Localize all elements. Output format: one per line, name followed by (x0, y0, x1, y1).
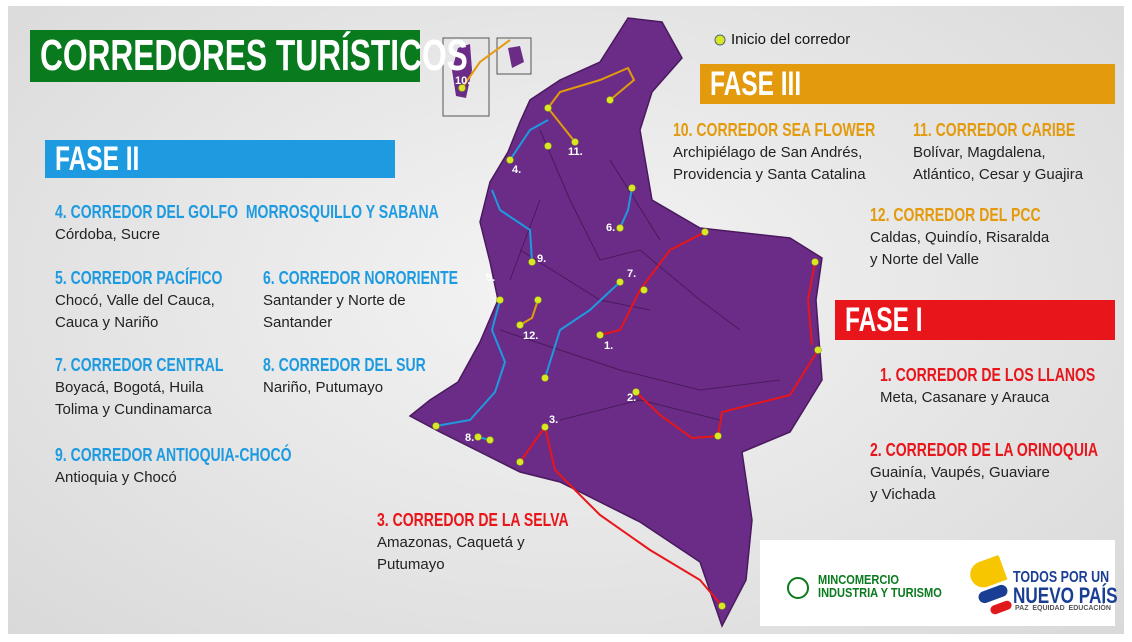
map-label: 6. (606, 222, 616, 234)
title-box (30, 30, 420, 82)
ministry-text: INDUSTRIA Y TURISMO (818, 585, 942, 600)
corridor-name: 1. CORREDOR DE LOS LLANOS (880, 365, 1096, 385)
corridor-name: 4. CORREDOR DEL GOLFO MORROSQUILLO Y SAB… (55, 202, 439, 222)
corridor-regions: Boyacá, Bogotá, Huila (55, 379, 204, 396)
corridor-name: 3. CORREDOR DE LA SELVA (377, 510, 569, 530)
phase-bar (700, 64, 1115, 104)
corridor-name: 11. CORREDOR CARIBE (913, 120, 1076, 140)
corridor-regions: Putumayo (377, 556, 445, 573)
map (408, 17, 823, 628)
route (461, 39, 511, 89)
route (491, 119, 549, 263)
island-box (496, 37, 532, 75)
map-label: 12. (523, 330, 539, 342)
map-label: 1. (604, 340, 614, 352)
map-label: 9. (537, 253, 547, 265)
corridor-name: 7. CORREDOR CENTRAL (55, 355, 224, 375)
corridor-name: 8. CORREDOR DEL SUR (263, 355, 426, 375)
infographic: CORREDORES TURÍSTICOS Inicio del corredor… (8, 6, 1124, 634)
country (408, 17, 823, 628)
phase-label: FASE II (55, 140, 140, 178)
slogan-text: NUEVO PAÍS (1013, 583, 1118, 608)
corridor-regions: Cauca y Nariño (55, 314, 159, 331)
map-label: 4. (512, 164, 522, 176)
corridor-regions: Tolima y Cundinamarca (55, 401, 212, 418)
corridor-name: 2. CORREDOR DE LA ORINOQUIA (870, 440, 1099, 460)
phase-bar (45, 140, 395, 178)
corridor-regions: Meta, Casanare y Arauca (880, 389, 1050, 406)
corridor-regions: Chocó, Valle del Cauca, (55, 292, 215, 309)
route (547, 66, 636, 143)
corridor-name: 12. CORREDOR DEL PCC (870, 205, 1041, 225)
map-label: 2. (627, 392, 637, 404)
corridor-regions: Santander (263, 314, 333, 331)
corridor-regions: Santander y Norte de (263, 292, 406, 309)
phase-label: FASE III (710, 65, 802, 103)
corridor-regions: Providencia y Santa Catalina (673, 166, 866, 183)
corridor-regions: Bolívar, Magdalena, (913, 144, 1046, 161)
map-label: 11. (568, 146, 583, 158)
map-label: 5. (486, 272, 496, 284)
motto-text: PAZ EQUIDAD EDUCACIÓN (1015, 605, 1111, 612)
island (508, 46, 524, 68)
island (452, 44, 472, 98)
phase-bar (835, 300, 1115, 340)
corridor-regions: Caldas, Quindío, Risaralda (870, 229, 1050, 246)
corridor-regions: Antioquia y Chocó (55, 469, 177, 486)
corridor-name: 5. CORREDOR PACÍFICO (55, 268, 223, 288)
logo-seal (787, 577, 809, 599)
route (519, 231, 819, 607)
route (619, 187, 633, 229)
corridor-regions: Córdoba, Sucre (55, 226, 161, 243)
legend-marker (714, 34, 726, 46)
corridor-regions: y Vichada (870, 486, 936, 503)
island-box (442, 37, 490, 117)
phase-label: FASE I (845, 301, 923, 339)
corridor-regions: Nariño, Putumayo (263, 379, 384, 396)
corridor-regions: Atlántico, Cesar y Guajira (913, 166, 1084, 183)
legend-label: Inicio del corredor (731, 31, 851, 48)
corridor-name: 10. CORREDOR SEA FLOWER (673, 120, 876, 140)
map-label: 10. (455, 75, 471, 87)
corridor-regions: Guainía, Vaupés, Guaviare (870, 464, 1050, 481)
map-label: 8. (465, 432, 475, 444)
ministry-text: MINCOMERCIO (818, 572, 900, 587)
start-points (432, 84, 822, 610)
corridor-regions: y Norte del Valle (870, 251, 979, 268)
logo-panel (760, 540, 1115, 626)
map-label: 3. (549, 414, 559, 426)
corridor-regions: Amazonas, Caquetá y (377, 534, 525, 551)
route (435, 281, 621, 427)
title: CORREDORES TURÍSTICOS (40, 31, 468, 80)
map-label: 7. (627, 268, 637, 280)
corridor-name: 6. CORREDOR NORORIENTE (263, 268, 459, 288)
slogan-text: TODOS POR UN (1013, 569, 1110, 586)
corridor-regions: Archipiélago de San Andrés, (673, 144, 863, 161)
route (519, 299, 539, 326)
corridor-name: 9. CORREDOR ANTIOQUIA-CHOCÓ (55, 445, 292, 465)
